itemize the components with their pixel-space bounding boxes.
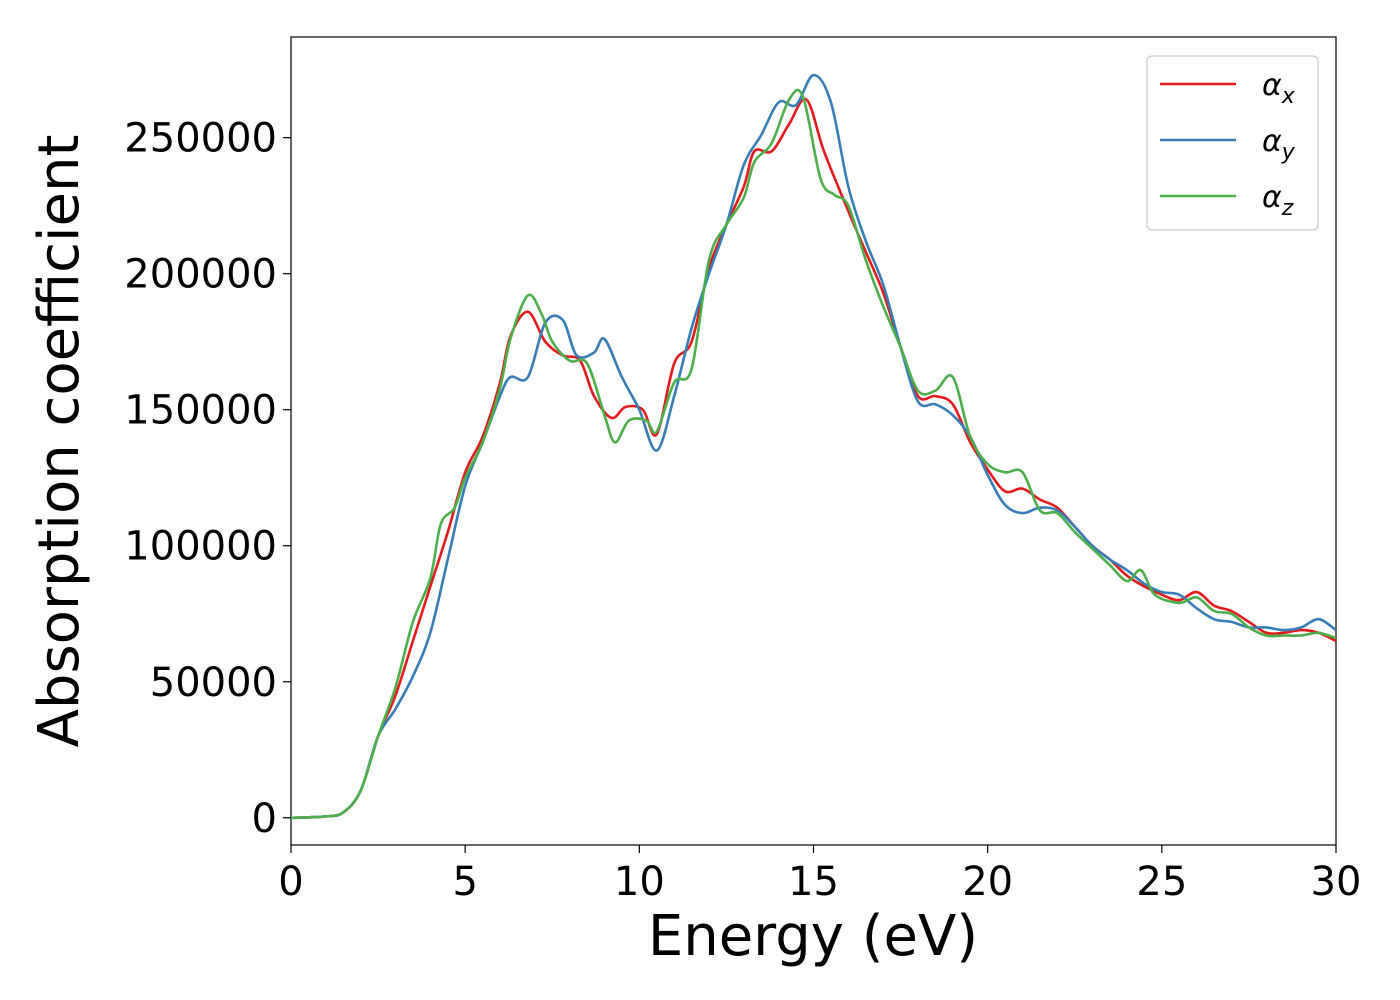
series-line-alpha-z <box>290 88 1337 820</box>
legend-label-subscript: x <box>1281 84 1296 109</box>
legend-label-symbol: α <box>1262 68 1282 103</box>
legend-label-symbol: α <box>1262 180 1282 215</box>
x-tick-label: 5 <box>452 859 477 905</box>
legend-label-subscript: z <box>1281 196 1294 221</box>
y-tick-label: 200000 <box>124 252 277 298</box>
legend-label-symbol: α <box>1262 124 1282 159</box>
y-tick-label: 150000 <box>124 388 277 434</box>
y-tick-label: 100000 <box>124 524 277 570</box>
legend-label-alpha-x: αx <box>1262 68 1296 109</box>
legend-label-subscript: y <box>1281 140 1296 165</box>
series-line-alpha-x <box>290 97 1337 820</box>
legend-label-alpha-y: αy <box>1262 124 1296 165</box>
y-axis-ticks: 0 50000 100000 150000 200000 250000 <box>124 116 291 842</box>
series-lines <box>290 73 1337 820</box>
x-tick-label: 15 <box>788 859 839 905</box>
x-tick-label: 25 <box>1136 859 1187 905</box>
x-axis-title: Energy (eV) <box>648 904 978 969</box>
legend-box <box>1146 55 1319 231</box>
x-tick-label: 30 <box>1311 859 1362 905</box>
y-tick-label: 0 <box>252 796 277 842</box>
y-axis-title: Absorption coefficient <box>27 135 92 748</box>
y-tick-label: 250000 <box>124 116 277 162</box>
x-tick-label: 10 <box>614 859 665 905</box>
y-tick-label: 50000 <box>150 660 277 706</box>
legend-label-alpha-z: αz <box>1262 180 1294 221</box>
x-tick-label: 0 <box>278 859 303 905</box>
x-axis-ticks: 0 5 10 15 20 25 30 <box>278 845 1361 905</box>
x-tick-label: 20 <box>962 859 1013 905</box>
